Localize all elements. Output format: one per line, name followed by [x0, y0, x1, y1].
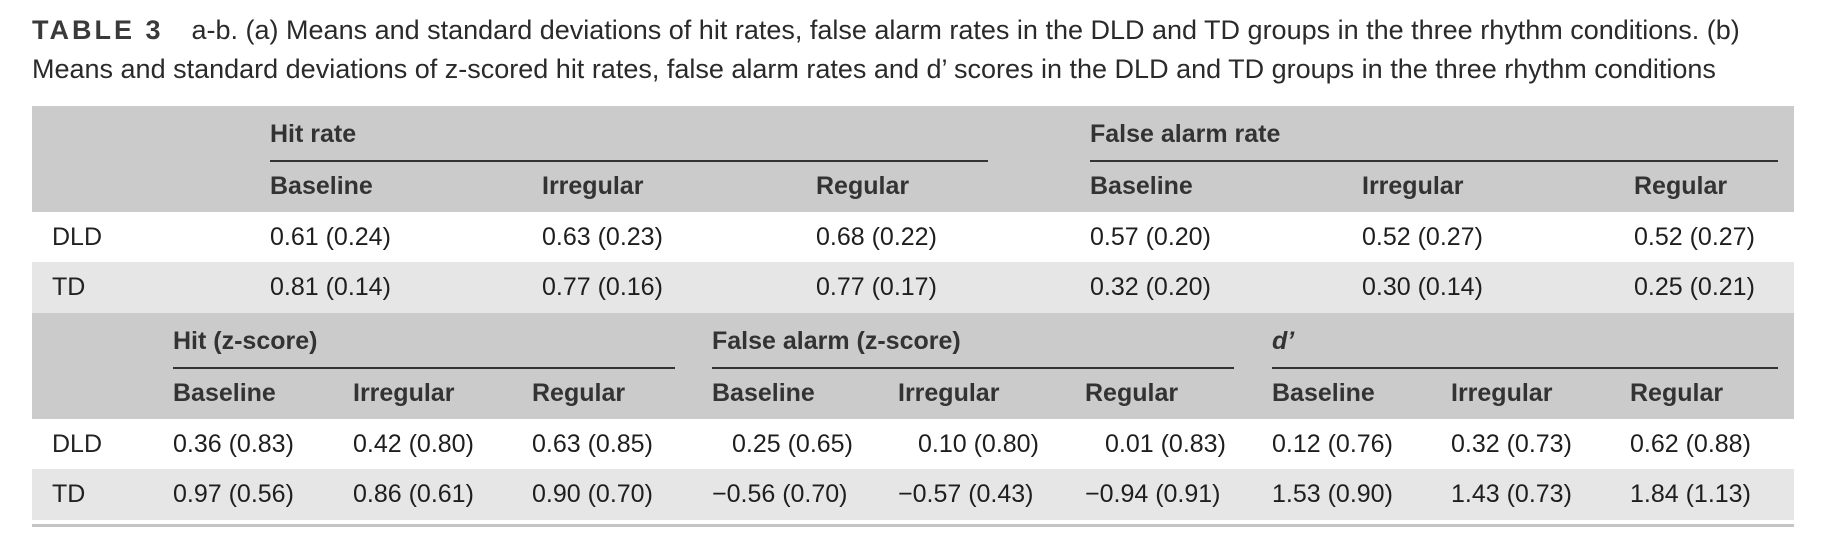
table-cell: 0.63 (0.85): [532, 430, 653, 458]
column-header: Baseline: [712, 379, 815, 407]
group-header-d-prime: d’: [1272, 327, 1295, 355]
table-cell: 0.97 (0.56): [173, 480, 294, 508]
table-part-a: Hit rate False alarm rate Baseline Irreg…: [32, 106, 1794, 313]
table-cell: 0.36 (0.83): [173, 430, 294, 458]
column-header: Regular: [1085, 379, 1179, 407]
row-label: TD: [52, 273, 86, 301]
table-row: [32, 469, 1794, 520]
header-band: [32, 106, 1794, 212]
table-cell: 0.25 (0.21): [1634, 273, 1755, 301]
table-row: [32, 419, 1794, 469]
group-rule: [173, 367, 675, 369]
table-row: [32, 212, 1794, 262]
table-cell: 0.42 (0.80): [353, 430, 474, 458]
table-cell: 0.52 (0.27): [1634, 223, 1755, 251]
column-header: Baseline: [1090, 172, 1193, 200]
table-cell: 0.81 (0.14): [270, 273, 391, 301]
caption-text: a-b. (a) Means and standard deviations o…: [32, 15, 1740, 84]
column-header: Regular: [816, 172, 910, 200]
column-header: Irregular: [1451, 379, 1553, 407]
table-cell: 0.63 (0.23): [542, 223, 663, 251]
row-label: TD: [52, 480, 86, 508]
column-header: Baseline: [270, 172, 373, 200]
group-rule: [1272, 367, 1778, 369]
table-cell: −0.56 (0.70): [712, 480, 848, 508]
table-label: TABLE 3: [32, 15, 164, 45]
group-rule: [712, 367, 1234, 369]
table-cell: −0.57 (0.43): [898, 480, 1034, 508]
table-cell: 0.77 (0.16): [542, 273, 663, 301]
table-cell: 0.01 (0.83): [1105, 430, 1226, 458]
table-cell: 0.68 (0.22): [816, 223, 937, 251]
table-cell: 0.62 (0.88): [1630, 430, 1751, 458]
column-header: Regular: [532, 379, 626, 407]
table-cell: 0.12 (0.76): [1272, 430, 1393, 458]
table-bottom-rule: [32, 524, 1794, 527]
row-label: DLD: [52, 430, 103, 458]
table-row: [32, 262, 1794, 313]
table-cell: 0.90 (0.70): [532, 480, 653, 508]
group-header-false-alarm-rate: False alarm rate: [1090, 120, 1281, 148]
table-cell: −0.94 (0.91): [1085, 480, 1221, 508]
column-header: Irregular: [1362, 172, 1464, 200]
row-label: DLD: [52, 223, 103, 251]
column-header: Baseline: [173, 379, 276, 407]
table-cell: 0.32 (0.20): [1090, 273, 1211, 301]
group-header-hit-z: Hit (z-score): [173, 327, 318, 355]
table-cell: 1.53 (0.90): [1272, 480, 1393, 508]
group-rule: [1090, 160, 1778, 162]
table-cell: 0.25 (0.65): [732, 430, 853, 458]
group-header-hit-rate: Hit rate: [270, 120, 357, 148]
header-band: [32, 313, 1794, 419]
table-cell: 1.43 (0.73): [1451, 480, 1572, 508]
column-header: Irregular: [898, 379, 1000, 407]
table-cell: 0.52 (0.27): [1362, 223, 1483, 251]
table-cell: 0.30 (0.14): [1362, 273, 1483, 301]
column-header: Regular: [1630, 379, 1724, 407]
table-cell: 0.61 (0.24): [270, 223, 391, 251]
group-header-false-alarm-z: False alarm (z-score): [712, 327, 961, 355]
column-header: Baseline: [1272, 379, 1375, 407]
table-part-b: Hit (z-score) False alarm (z-score) d’ B…: [32, 313, 1794, 527]
table-cell: 0.32 (0.73): [1451, 430, 1572, 458]
table-cell: 0.77 (0.17): [816, 273, 937, 301]
table-cell: 0.10 (0.80): [918, 430, 1039, 458]
column-header: Irregular: [542, 172, 644, 200]
column-header: Irregular: [353, 379, 455, 407]
table-caption: TABLE 3 a-b. (a) Means and standard devia…: [32, 11, 1802, 89]
table-cell: 0.86 (0.61): [353, 480, 474, 508]
table-cell: 0.57 (0.20): [1090, 223, 1211, 251]
table-cell: 1.84 (1.13): [1630, 480, 1751, 508]
group-rule: [270, 160, 988, 162]
column-header: Regular: [1634, 172, 1728, 200]
